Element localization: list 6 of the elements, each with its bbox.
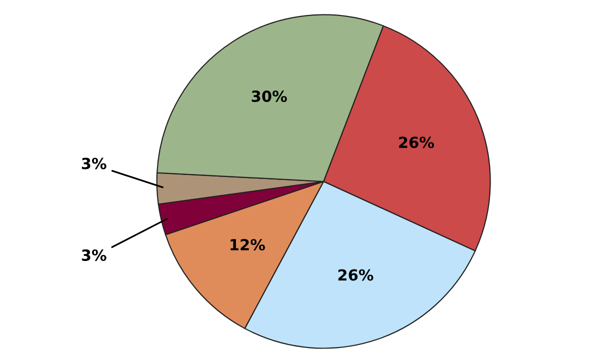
data-label: 3%	[82, 249, 106, 261]
data-label: 30%	[252, 90, 287, 102]
data-label: 26%	[338, 269, 374, 281]
data-label: 26%	[399, 136, 434, 148]
data-label: 3%	[82, 158, 106, 170]
data-label: 12%	[230, 238, 265, 251]
